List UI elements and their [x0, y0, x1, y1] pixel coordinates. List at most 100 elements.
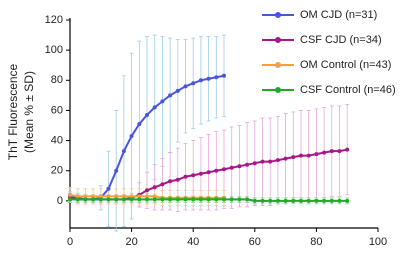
legend-marker: [275, 37, 281, 43]
y-tick-label: 80: [51, 74, 63, 86]
point: [168, 179, 173, 184]
point: [68, 197, 72, 202]
point: [291, 198, 296, 203]
point: [245, 197, 250, 202]
point: [106, 197, 111, 202]
point: [168, 93, 173, 98]
y-axis-label: (Mean % ± SD): [22, 71, 36, 153]
point: [214, 197, 219, 202]
point: [129, 194, 134, 199]
point: [329, 198, 334, 203]
point: [275, 158, 280, 163]
point: [68, 192, 72, 197]
point: [168, 197, 173, 202]
point: [206, 170, 211, 175]
point: [152, 197, 157, 202]
point: [175, 88, 180, 93]
y-tick-label: 0: [57, 195, 63, 207]
point: [183, 174, 188, 179]
point: [137, 122, 142, 126]
y-axis-label: ThT Fluorescence: [6, 63, 20, 160]
point: [137, 197, 142, 202]
point: [183, 84, 188, 89]
point: [237, 164, 242, 169]
point: [252, 161, 257, 166]
point: [137, 194, 142, 199]
y-tick-label: 100: [45, 44, 63, 56]
point: [275, 198, 280, 203]
point: [114, 197, 119, 202]
point: [175, 177, 180, 182]
point: [191, 81, 196, 86]
point: [299, 153, 303, 158]
point: [237, 197, 242, 202]
point: [299, 198, 303, 203]
point: [283, 198, 288, 203]
point: [152, 185, 157, 190]
point: [160, 99, 165, 104]
point: [260, 198, 265, 203]
point: [214, 168, 219, 173]
point: [198, 78, 203, 83]
point: [160, 182, 165, 187]
y-tick-label: 40: [51, 134, 63, 146]
x-tick-label: 60: [249, 236, 261, 248]
legend-marker: [275, 87, 281, 93]
point: [222, 167, 226, 172]
point: [145, 197, 149, 202]
point: [191, 197, 196, 202]
point: [314, 152, 319, 157]
point: [183, 197, 188, 202]
point: [191, 173, 196, 178]
point: [222, 197, 226, 202]
point: [83, 194, 88, 199]
point: [152, 194, 157, 199]
point: [121, 197, 126, 202]
point: [322, 198, 327, 203]
point: [222, 73, 226, 78]
point: [245, 162, 250, 167]
point: [345, 147, 350, 152]
point: [329, 149, 334, 154]
point: [145, 188, 149, 193]
point: [129, 197, 134, 202]
legend-label: OM CJD (n=31): [300, 9, 377, 21]
point: [114, 194, 119, 199]
point: [229, 165, 234, 170]
point: [91, 194, 96, 199]
point: [345, 198, 350, 203]
point: [306, 153, 311, 158]
point: [83, 197, 88, 202]
point: [198, 197, 203, 202]
legend-label: CSF Control (n=46): [300, 84, 396, 96]
point: [121, 149, 126, 154]
point: [268, 159, 273, 164]
point: [145, 112, 149, 117]
point: [114, 168, 119, 173]
point: [214, 75, 219, 80]
legend-marker: [275, 62, 281, 68]
point: [160, 197, 165, 202]
point: [252, 198, 257, 203]
x-tick-label: 100: [369, 236, 387, 248]
point: [314, 198, 319, 203]
point: [268, 198, 273, 203]
y-tick-label: 60: [51, 104, 63, 116]
legend-label: OM Control (n=43): [300, 59, 391, 71]
legend-label: CSF CJD (n=34): [300, 34, 382, 46]
x-tick-label: 20: [125, 236, 137, 248]
point: [106, 194, 111, 199]
y-tick-label: 120: [45, 14, 63, 26]
point: [206, 197, 211, 202]
point: [98, 197, 103, 202]
x-tick-label: 40: [187, 236, 199, 248]
point: [229, 197, 234, 202]
point: [206, 76, 211, 81]
point: [98, 194, 103, 199]
legend-marker: [275, 12, 281, 18]
point: [75, 197, 80, 202]
point: [337, 149, 342, 154]
y-tick-label: 20: [51, 165, 63, 177]
point: [175, 197, 180, 202]
